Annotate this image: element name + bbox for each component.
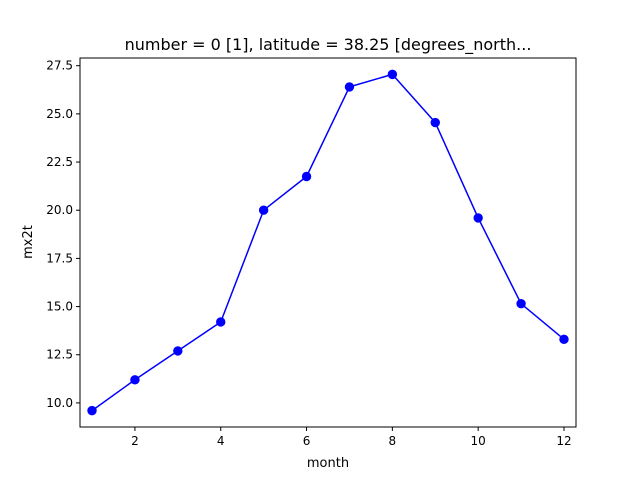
data-point (87, 405, 97, 416)
y-axis-ticks: 10.0 12.5 15.0 17.5 20.0 22.5 25.0 27.5 (46, 59, 80, 410)
y-tick-label: 17.5 (46, 251, 73, 265)
x-tick-label: 12 (556, 434, 571, 448)
x-axis-ticks: 2 4 6 8 10 12 (131, 427, 572, 448)
series-line (91, 73, 565, 412)
y-tick-label: 10.0 (46, 396, 73, 410)
data-point (516, 298, 526, 309)
y-tick-label: 22.5 (46, 155, 73, 169)
x-tick-label: 8 (389, 434, 397, 448)
series-layer (87, 69, 569, 416)
data-point (130, 375, 140, 385)
y-axis-label: mx2t (21, 225, 36, 259)
x-axis-label: month (307, 456, 349, 471)
x-tick-label: 6 (303, 434, 311, 448)
data-point (559, 334, 569, 345)
y-tick-label: 15.0 (46, 300, 73, 314)
x-tick-label: 10 (471, 434, 486, 448)
data-point (173, 346, 183, 356)
y-tick-label: 12.5 (46, 348, 73, 362)
data-point (387, 69, 398, 80)
plot-frame (79, 57, 577, 428)
data-point (216, 317, 226, 327)
data-point (344, 82, 355, 92)
y-tick-label: 27.5 (46, 59, 73, 73)
data-point (258, 205, 269, 215)
x-tick-label: 2 (131, 434, 139, 448)
data-point (430, 117, 440, 128)
x-tick-label: 4 (217, 434, 225, 448)
data-point (301, 171, 312, 182)
y-tick-label: 20.0 (46, 203, 73, 217)
y-tick-label: 25.0 (46, 107, 73, 121)
data-point (473, 213, 483, 223)
chart-title: number = 0 [1], latitude = 38.25 [degree… (125, 35, 532, 55)
